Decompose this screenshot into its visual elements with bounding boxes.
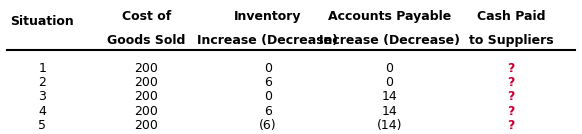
Text: 14: 14 <box>382 90 398 103</box>
Text: 0: 0 <box>264 90 272 103</box>
Text: 14: 14 <box>382 105 398 118</box>
Text: ?: ? <box>508 90 515 103</box>
Text: 0: 0 <box>264 62 272 75</box>
Text: 6: 6 <box>264 76 272 89</box>
Text: Increase (Decrease): Increase (Decrease) <box>197 34 339 47</box>
Text: 6: 6 <box>264 105 272 118</box>
Text: Goods Sold: Goods Sold <box>107 34 186 47</box>
Text: Situation: Situation <box>10 15 74 28</box>
Text: Inventory: Inventory <box>234 10 301 23</box>
Text: (14): (14) <box>377 119 402 132</box>
Text: 0: 0 <box>385 62 393 75</box>
Text: ?: ? <box>508 105 515 118</box>
Text: (6): (6) <box>259 119 277 132</box>
Text: 0: 0 <box>385 76 393 89</box>
Text: ?: ? <box>508 76 515 89</box>
Text: 200: 200 <box>134 76 158 89</box>
Text: 5: 5 <box>38 119 46 132</box>
Text: 4: 4 <box>38 105 46 118</box>
Text: 1: 1 <box>38 62 46 75</box>
Text: 3: 3 <box>38 90 46 103</box>
Text: 2: 2 <box>38 76 46 89</box>
Text: 200: 200 <box>134 119 158 132</box>
Text: to Suppliers: to Suppliers <box>469 34 553 47</box>
Text: 200: 200 <box>134 62 158 75</box>
Text: Cost of: Cost of <box>122 10 171 23</box>
Text: Accounts Payable: Accounts Payable <box>328 10 451 23</box>
Text: Increase (Decrease): Increase (Decrease) <box>319 34 460 47</box>
Text: 200: 200 <box>134 90 158 103</box>
Text: ?: ? <box>508 62 515 75</box>
Text: 200: 200 <box>134 105 158 118</box>
Text: Cash Paid: Cash Paid <box>477 10 545 23</box>
Text: ?: ? <box>508 119 515 132</box>
